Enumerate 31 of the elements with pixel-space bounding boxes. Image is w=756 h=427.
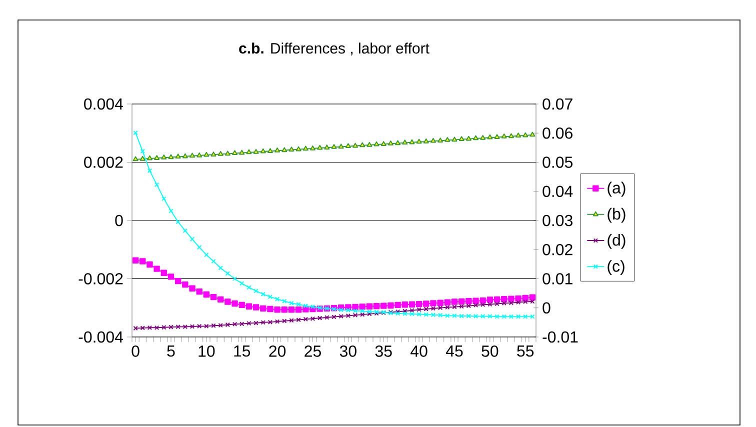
- y-tick-label: -0.002: [78, 273, 123, 284]
- y-tick-label: 0.004: [84, 98, 123, 110]
- legend-label: (a): [608, 182, 626, 197]
- y-tick-label: 0: [115, 214, 123, 226]
- y2-tick-label: -0.01: [542, 331, 578, 343]
- x-tick-label: 15: [234, 346, 250, 357]
- x-tick-label: 55: [517, 346, 534, 357]
- x-tick-label: 50: [482, 346, 498, 357]
- y2-tick-label: 0.05: [542, 156, 572, 168]
- x-tick-label: 25: [304, 346, 321, 357]
- x-tick-label: 45: [446, 346, 463, 357]
- y-tick-label: -0.004: [78, 331, 123, 343]
- legend-label: (b): [608, 208, 626, 223]
- x-tick-label: 5: [167, 346, 175, 357]
- y2-tick-label: 0.06: [542, 127, 572, 139]
- x-tick-label: 40: [410, 346, 428, 357]
- legend-label: (c): [608, 260, 624, 275]
- x-tick-label: 10: [198, 346, 215, 357]
- chart-title: c.b. Differences , labor effort: [239, 42, 430, 56]
- y2-tick-label: 0.03: [542, 214, 572, 226]
- y2-tick-label: 0.01: [542, 273, 572, 284]
- x-tick-label: 35: [375, 346, 392, 357]
- y2-tick-label: 0.04: [542, 186, 573, 198]
- y-tick-label: 0.002: [84, 156, 123, 168]
- y2-tick-label: 0: [542, 302, 550, 314]
- y2-tick-label: 0.07: [542, 98, 572, 110]
- x-tick-label: 30: [340, 346, 356, 357]
- legend-label: (d): [608, 234, 626, 249]
- y2-tick-label: 0.02: [542, 244, 572, 256]
- x-tick-label: 20: [269, 346, 286, 357]
- x-tick-label: 0: [132, 346, 140, 357]
